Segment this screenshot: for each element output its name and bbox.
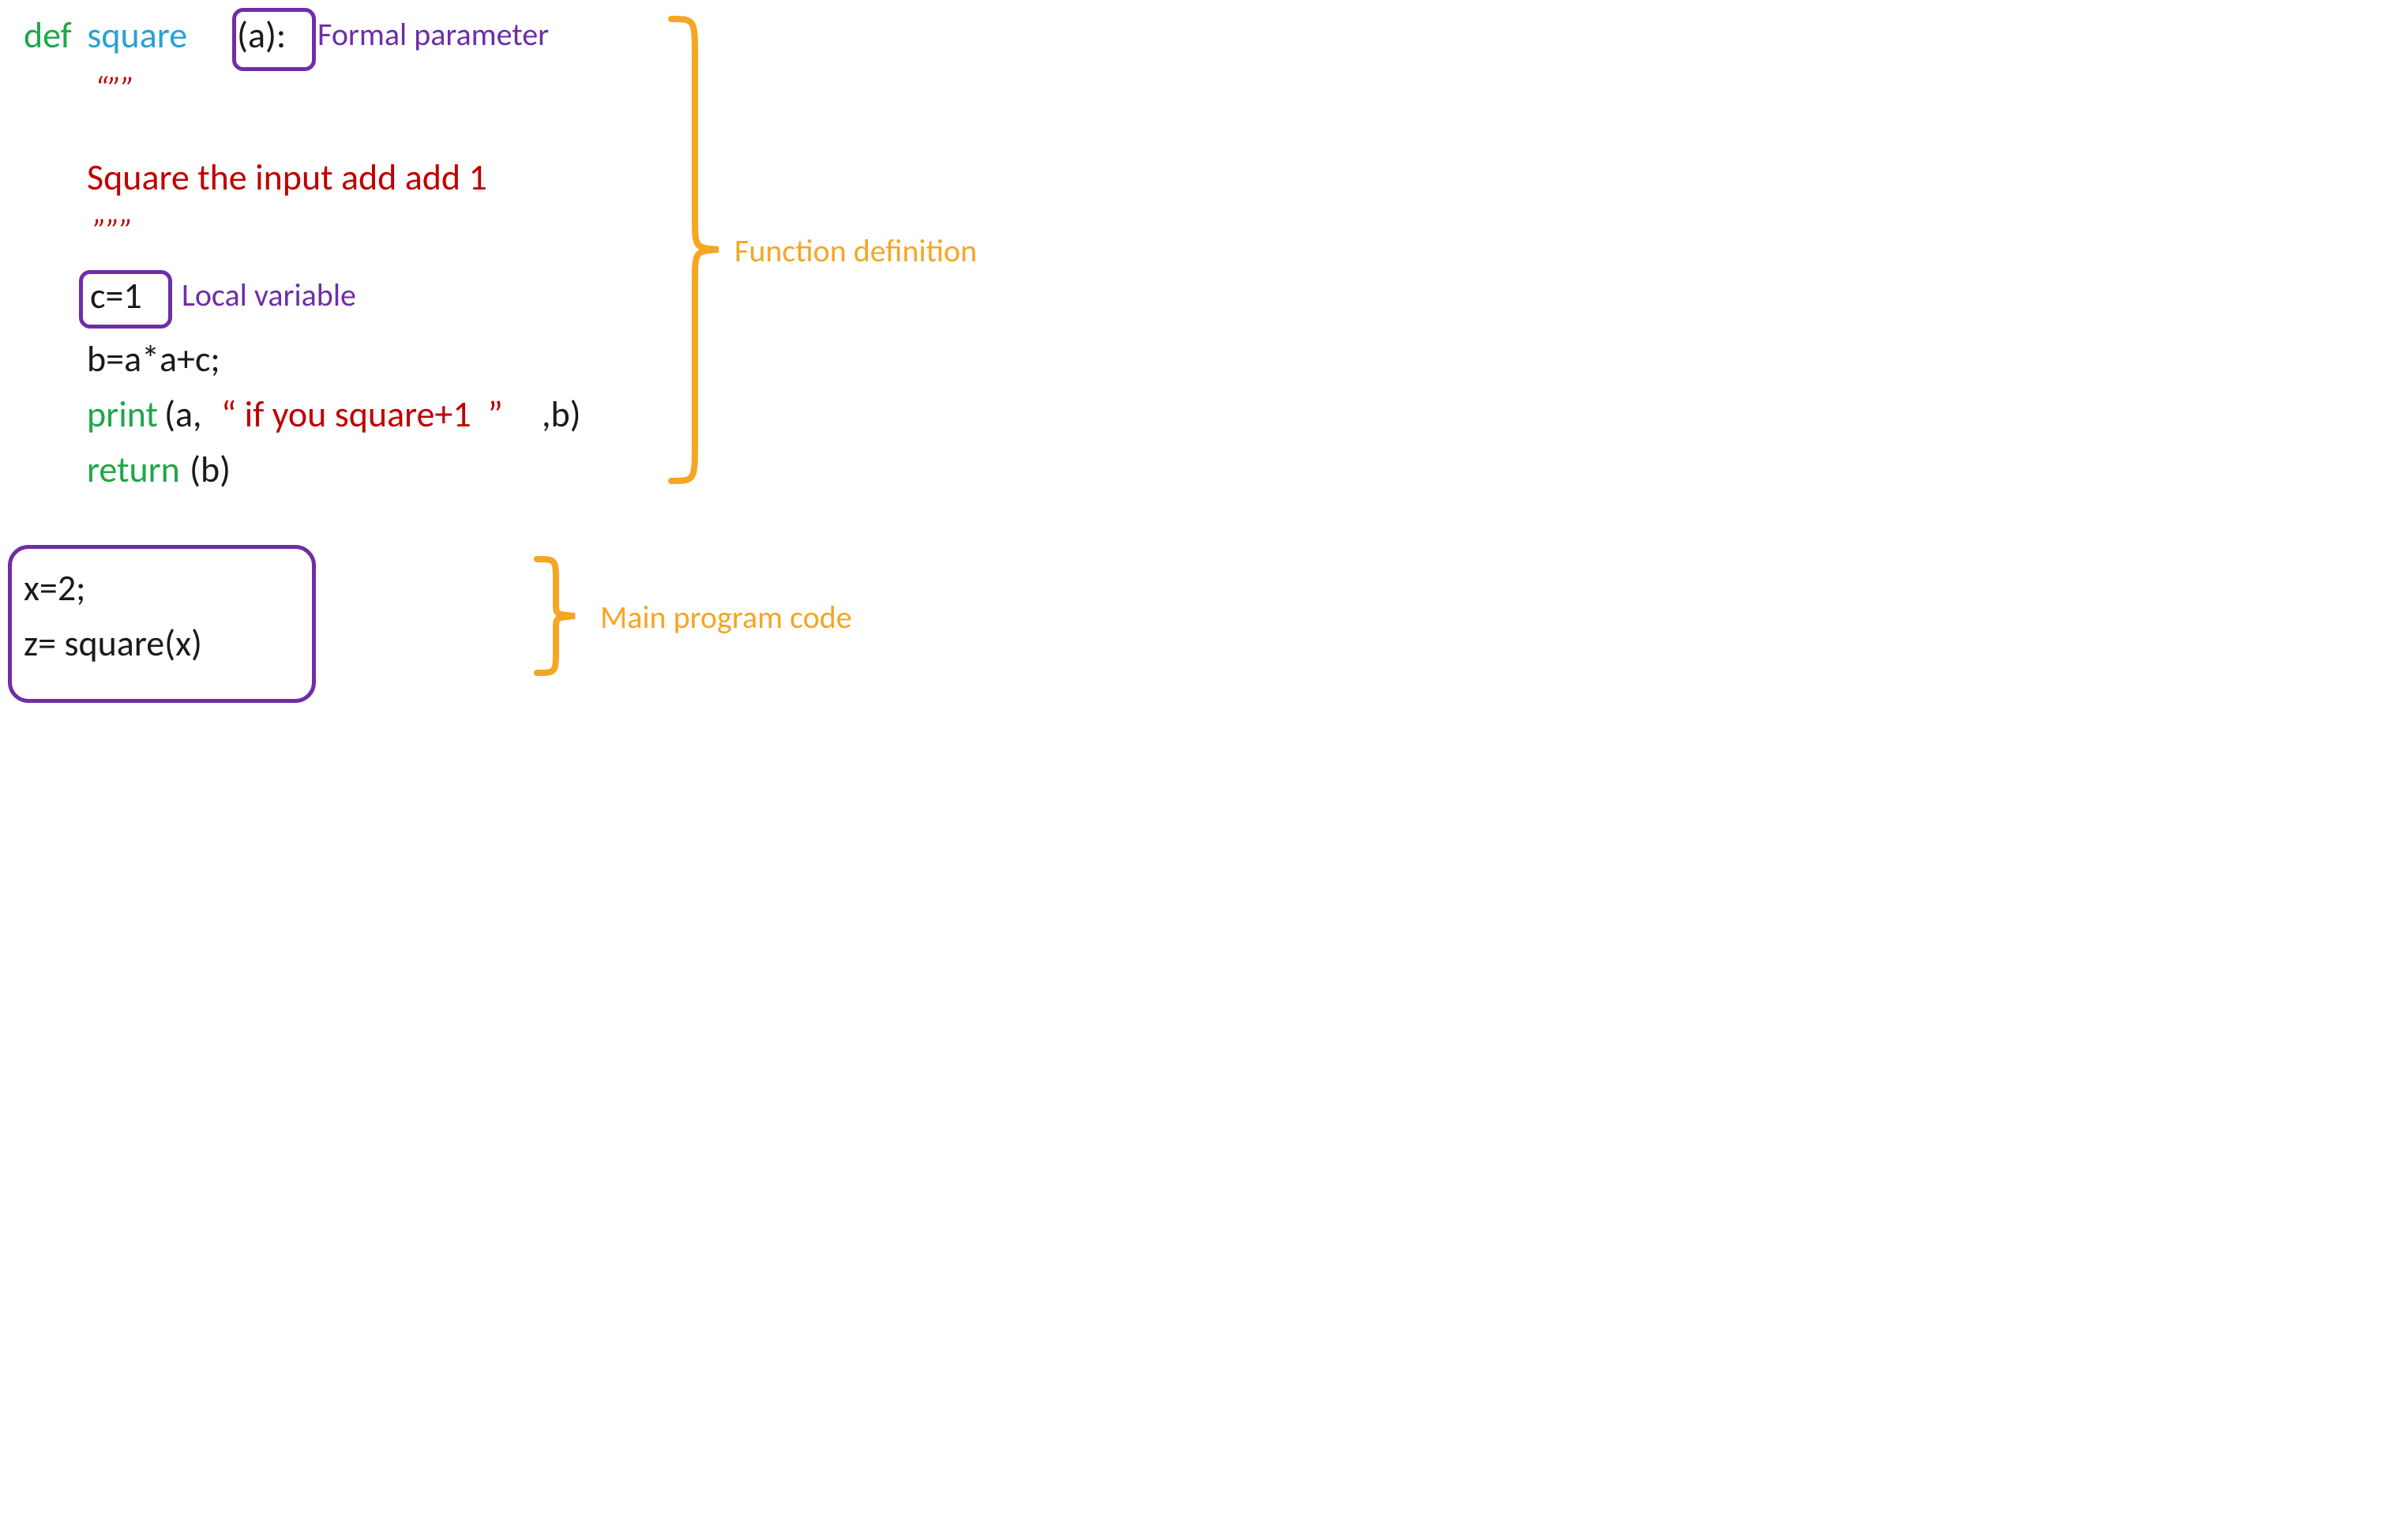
diagram-stage: def square (a): Formal parameter “”” Squ… xyxy=(0,0,1204,770)
brace-function-definition xyxy=(663,11,727,489)
code-return-arg: (b) xyxy=(190,450,231,490)
brace-main-program xyxy=(529,553,586,679)
annotation-local-variable: Local variable xyxy=(182,278,356,313)
code-main-line2: z= square(x) xyxy=(24,624,202,664)
code-print-keyword: print xyxy=(87,395,158,435)
annotation-main-program: Main program code xyxy=(600,600,852,635)
code-docstring-close: ””” xyxy=(93,213,133,248)
code-print-arg2: ,b) xyxy=(542,395,581,435)
code-print-string: “ if you square+1 ” xyxy=(221,395,503,435)
annotation-formal-parameter: Formal parameter xyxy=(317,17,549,52)
code-docstring-open: “”” xyxy=(95,71,134,106)
code-b-assign: b=a*a+c; xyxy=(87,340,220,380)
annotation-function-definition: Function definition xyxy=(734,234,977,269)
code-main-line1: x=2; xyxy=(24,569,85,609)
code-def-keyword: def xyxy=(24,16,72,56)
code-docstring-body: Square the input add add 1 xyxy=(87,158,487,198)
code-fn-name: square xyxy=(79,16,187,56)
code-return-keyword: return xyxy=(87,450,180,490)
code-print-arg1: (a, xyxy=(164,395,210,435)
local-variable-box xyxy=(79,270,172,329)
formal-parameter-box xyxy=(232,8,316,71)
